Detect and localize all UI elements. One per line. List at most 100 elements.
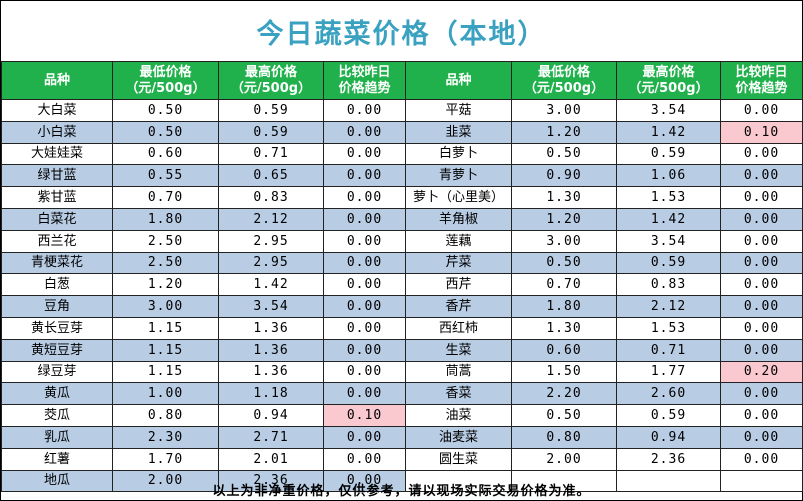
- vegetable-name: 茼蒿: [405, 360, 512, 384]
- price-trend: 0.10: [323, 404, 406, 427]
- vegetable-name: 香芹: [405, 295, 512, 318]
- header-min-line2: （元/500g）: [125, 80, 206, 96]
- price-trend: 0.00: [323, 295, 406, 318]
- disclaimer-footer: 以上为非净重价格，仅供参考，请以现场实际交易价格为准。: [212, 484, 591, 499]
- max-price: 0.71: [218, 142, 324, 166]
- min-price: 1.15: [112, 360, 219, 384]
- max-price: 2.01: [218, 447, 324, 471]
- vegetable-name: 大娃娃菜: [1, 142, 113, 166]
- price-trend: 0.00: [720, 338, 803, 362]
- header-max-line2: （元/500g）: [628, 80, 709, 96]
- table-row: 乳瓜 2.30 2.71 0.00 油麦菜 0.80 0.94 0.00: [1, 425, 803, 449]
- header-max-left: 最高价格 （元/500g）: [218, 61, 324, 100]
- max-price: 0.59: [218, 99, 324, 122]
- vegetable-name: 油麦菜: [405, 425, 512, 449]
- max-price: 0.83: [616, 273, 721, 297]
- price-trend: 0.00: [720, 447, 803, 471]
- vegetable-name: 白萝卜: [405, 142, 512, 166]
- max-price: 1.77: [616, 360, 721, 384]
- min-price: 1.30: [511, 186, 617, 209]
- vegetable-name: 绿甘蓝: [1, 164, 113, 188]
- header-min-line1: 最低价格: [537, 64, 590, 80]
- max-price: 2.36: [616, 447, 721, 471]
- price-rows: 大白菜 0.50 0.59 0.00 平菇 3.00 3.54 0.00 小白菜 0.50 0.59…: [1, 99, 803, 493]
- max-price: 1.53: [616, 316, 721, 340]
- header-max-line2: （元/500g）: [230, 80, 312, 96]
- min-price: 0.50: [511, 251, 617, 275]
- max-price: 0.94: [616, 425, 721, 449]
- min-price: 1.50: [511, 360, 617, 384]
- vegetable-name: 地瓜: [1, 469, 113, 493]
- vegetable-name: 圆生菜: [405, 447, 512, 471]
- vegetable-name: 韭菜: [405, 120, 512, 144]
- vegetable-name: 豆角: [1, 295, 113, 318]
- price-trend: 0.00: [323, 120, 406, 144]
- vegetable-name: 黄长豆芽: [1, 316, 113, 340]
- price-trend: 0.00: [720, 404, 803, 427]
- min-price: 0.90: [511, 164, 617, 188]
- table-row: 红薯 1.70 2.01 0.00 圆生菜 2.00 2.36 0.00: [1, 447, 803, 471]
- min-price: 3.00: [112, 295, 219, 318]
- header-trend-line2: 价格趋势: [735, 80, 788, 96]
- min-price: 1.00: [112, 382, 219, 406]
- max-price: 0.65: [218, 164, 324, 188]
- max-price: 2.12: [218, 207, 324, 231]
- max-price: 3.54: [616, 99, 721, 122]
- min-price: 0.50: [511, 142, 617, 166]
- table-row: 大娃娃菜 0.60 0.71 0.00 白萝卜 0.50 0.59 0.00: [1, 142, 803, 166]
- header-max-right: 最高价格 （元/500g）: [616, 61, 721, 100]
- table-row: 西兰花 2.50 2.95 0.00 莲藕 3.00 3.54 0.00: [1, 229, 803, 253]
- min-price: 1.15: [112, 338, 219, 362]
- table-row: 黄短豆芽 1.15 1.36 0.00 生菜 0.60 0.71 0.00: [1, 338, 803, 362]
- min-price: 0.80: [511, 425, 617, 449]
- min-price: 1.20: [112, 273, 219, 297]
- price-trend: 0.00: [323, 142, 406, 166]
- max-price: 0.71: [616, 338, 721, 362]
- vegetable-name: 黄短豆芽: [1, 338, 113, 362]
- vegetable-name: 乳瓜: [1, 425, 113, 449]
- max-price: 1.42: [616, 120, 721, 144]
- table-row: 小白菜 0.50 0.59 0.00 韭菜 1.20 1.42 0.10: [1, 120, 803, 144]
- max-price: 1.18: [218, 382, 324, 406]
- price-trend: 0.00: [720, 273, 803, 297]
- table-row: 豆角 3.00 3.54 0.00 香芹 1.80 2.12 0.00: [1, 295, 803, 318]
- vegetable-name: 平菇: [405, 99, 512, 122]
- price-trend: 0.00: [720, 229, 803, 253]
- price-trend: 0.00: [323, 382, 406, 406]
- max-price: 2.71: [218, 425, 324, 449]
- min-price: 1.15: [112, 316, 219, 340]
- max-price: 3.54: [616, 229, 721, 253]
- max-price: 2.95: [218, 251, 324, 275]
- min-price: 0.80: [112, 404, 219, 427]
- min-price: 0.60: [112, 142, 219, 166]
- min-price: 0.50: [112, 120, 219, 144]
- min-price: 3.00: [511, 229, 617, 253]
- vegetable-name: 大白菜: [1, 99, 113, 122]
- min-price: 2.50: [112, 229, 219, 253]
- min-price: 2.30: [112, 425, 219, 449]
- min-price: 1.20: [511, 207, 617, 231]
- price-table: 品种 最低价格 （元/500g） 最高价格 （元/500g） 比较昨日 价格趋势…: [1, 61, 803, 493]
- vegetable-name: 青梗菜花: [1, 251, 113, 275]
- min-price: 0.60: [511, 338, 617, 362]
- header-row: 品种 最低价格 （元/500g） 最高价格 （元/500g） 比较昨日 价格趋势…: [1, 61, 803, 100]
- table-row: 紫甘蓝 0.70 0.83 0.00 萝卜（心里美） 1.30 1.53 0.00: [1, 186, 803, 209]
- price-trend: 0.00: [323, 99, 406, 122]
- min-price: 1.20: [511, 120, 617, 144]
- vegetable-name: 萝卜（心里美）: [405, 186, 512, 209]
- price-trend: 0.00: [323, 360, 406, 384]
- min-price: 0.55: [112, 164, 219, 188]
- price-trend: 0.00: [720, 382, 803, 406]
- page-title: 今日蔬菜价格（本地）: [256, 18, 547, 50]
- vegetable-name: 生菜: [405, 338, 512, 362]
- vegetable-name: 西芹: [405, 273, 512, 297]
- header-name-left: 品种: [1, 61, 113, 100]
- max-price: 1.53: [616, 186, 721, 209]
- max-price: 0.59: [616, 404, 721, 427]
- max-price: 1.06: [616, 164, 721, 188]
- price-trend: 0.20: [720, 360, 803, 384]
- max-price: 1.42: [218, 273, 324, 297]
- vegetable-name: 莲藕: [405, 229, 512, 253]
- header-trend-left: 比较昨日 价格趋势: [323, 61, 406, 100]
- price-trend: 0.00: [323, 273, 406, 297]
